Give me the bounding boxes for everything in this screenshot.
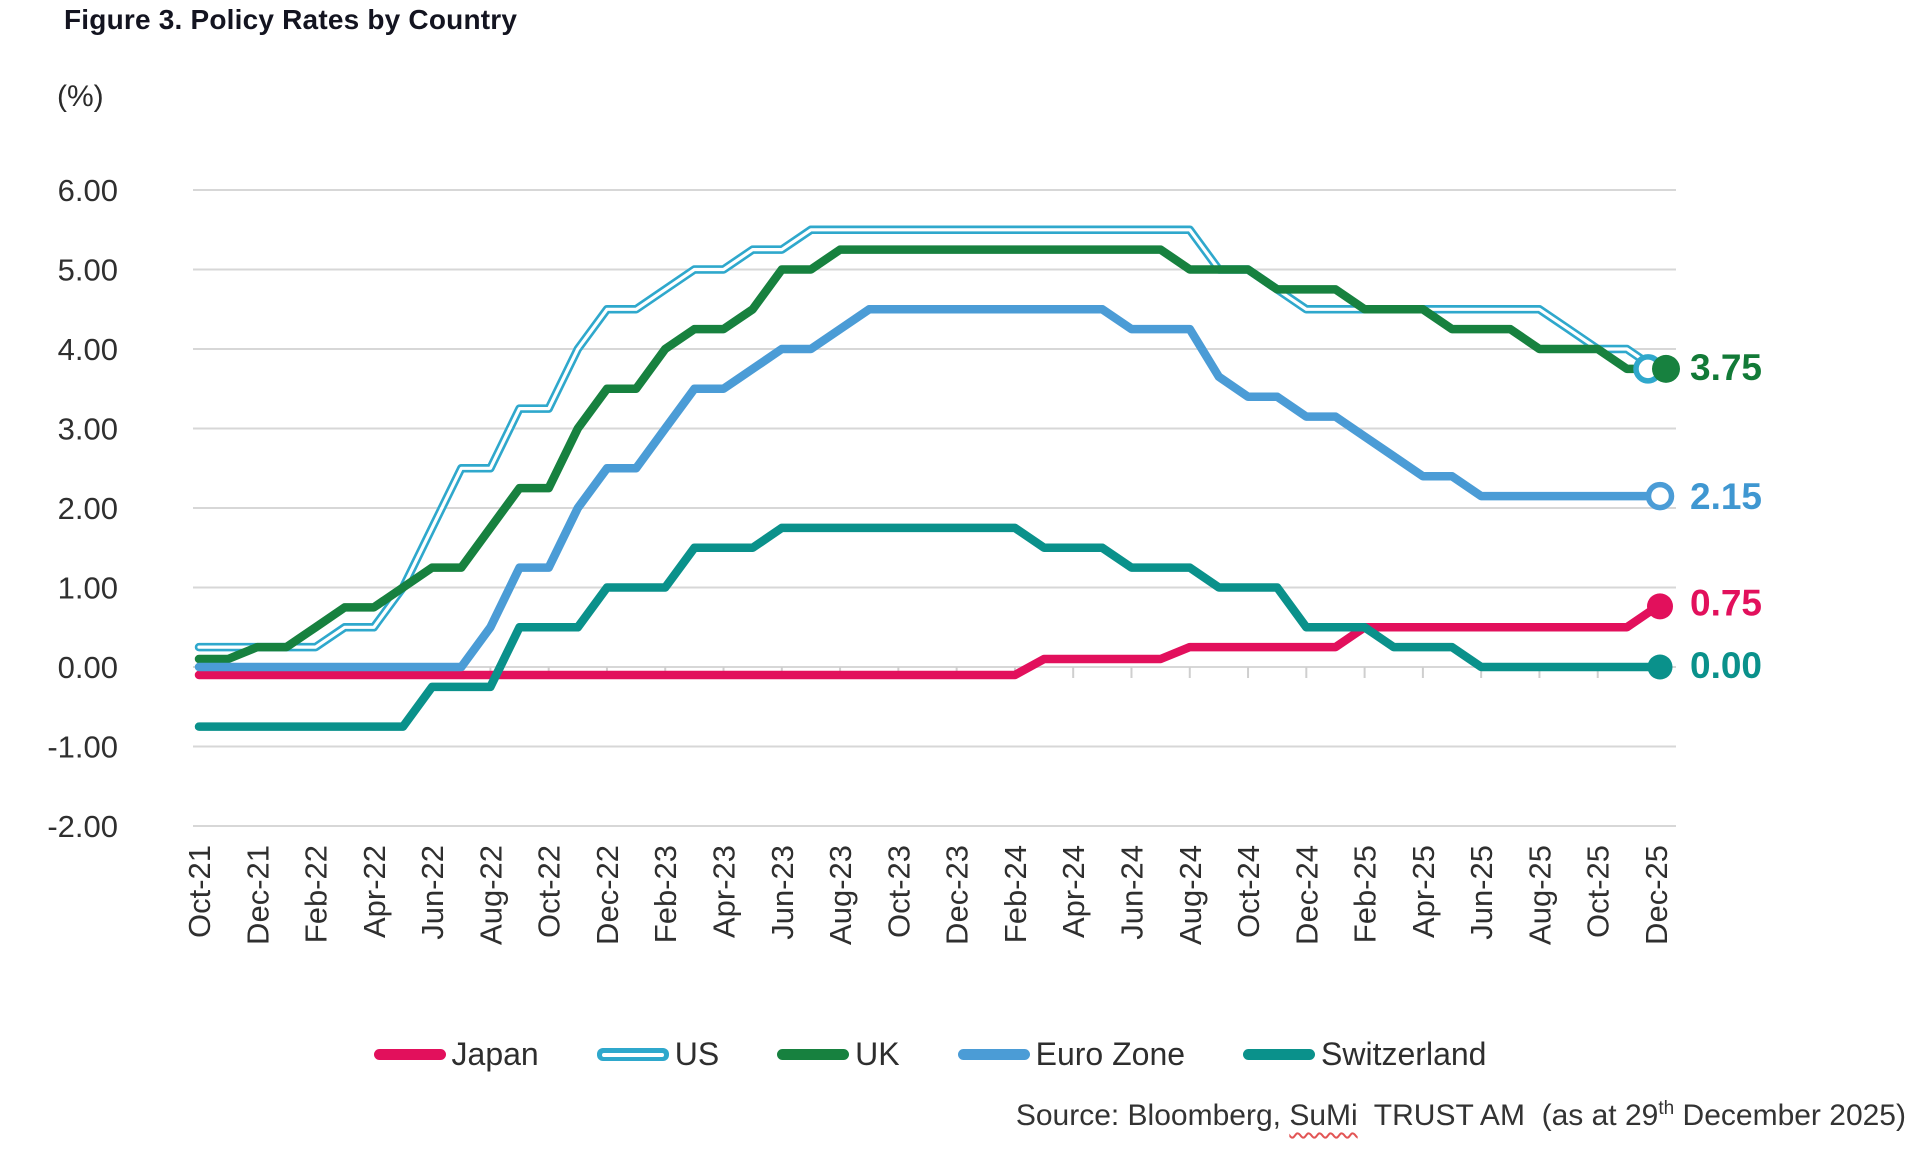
source-mid: TRUST AM (as at 29 xyxy=(1357,1099,1659,1132)
x-tick-label: Jun-22 xyxy=(415,845,450,940)
source-prefix: Source: Bloomberg, xyxy=(1015,1099,1290,1132)
source-superscript: th xyxy=(1658,1098,1675,1119)
legend-label-switzerland: Switzerland xyxy=(1321,1036,1487,1072)
x-tick-label: Aug-22 xyxy=(473,845,508,945)
y-tick-label: -1.00 xyxy=(47,730,118,765)
end-marker-japan xyxy=(1647,593,1673,620)
end-marker-uk xyxy=(1652,354,1680,383)
legend-swatch-japan xyxy=(373,1049,446,1060)
x-tick-label: Feb-22 xyxy=(299,845,334,943)
y-tick-label: 0.00 xyxy=(58,650,118,685)
x-tick-label: Feb-23 xyxy=(648,845,683,943)
y-axis-unit-label: (%) xyxy=(57,80,104,113)
x-tick-label: Dec-22 xyxy=(590,845,625,945)
legend-label-japan: Japan xyxy=(451,1036,539,1072)
series-line-us xyxy=(194,225,1661,652)
legend-item-euro-zone: Euro Zone xyxy=(957,1036,1186,1073)
legend-swatch-core xyxy=(601,1052,664,1057)
series-line-core-us xyxy=(197,228,1658,649)
series-line-switzerland xyxy=(194,523,1661,731)
x-tick-label: Dec-24 xyxy=(1289,845,1324,945)
x-tick-label: Aug-23 xyxy=(823,845,858,945)
source-note: Source: Bloomberg, SuMi TRUST AM (as at … xyxy=(1016,1098,1906,1133)
legend-swatch-uk xyxy=(777,1049,850,1060)
legend-item-uk: UK xyxy=(777,1036,900,1073)
end-marker-switzerland xyxy=(1647,654,1673,680)
x-tick-label: Dec-25 xyxy=(1639,845,1674,945)
x-tick-label: Apr-23 xyxy=(707,845,742,938)
x-tick-label: Apr-25 xyxy=(1406,845,1441,938)
x-tick-label: Jun-24 xyxy=(1114,845,1149,940)
figure-title: Figure 3. Policy Rates by Country xyxy=(64,4,518,35)
y-tick-label: 5.00 xyxy=(58,253,118,288)
y-tick-label: 6.00 xyxy=(58,173,118,208)
legend-swatch-us xyxy=(596,1048,669,1061)
x-tick-label: Oct-24 xyxy=(1231,845,1266,938)
source-suffix: December 2025) xyxy=(1674,1099,1906,1132)
y-tick-label: -2.00 xyxy=(47,809,118,844)
series-line-japan xyxy=(194,603,1661,680)
series-line-uk xyxy=(194,245,1661,664)
legend-item-us: US xyxy=(596,1036,720,1073)
x-tick-label: Aug-24 xyxy=(1173,845,1208,945)
end-value-label-switzerland: 0.00 xyxy=(1690,645,1762,686)
legend-label-us: US xyxy=(674,1036,720,1072)
y-tick-label: 4.00 xyxy=(58,332,118,367)
end-value-label-euro-zone: 2.15 xyxy=(1690,476,1762,517)
x-tick-label: Jun-23 xyxy=(765,845,800,940)
x-tick-label: Oct-25 xyxy=(1581,845,1616,938)
x-tick-label: Apr-24 xyxy=(1056,845,1091,938)
x-tick-label: Jun-25 xyxy=(1464,845,1499,940)
source-sumi: SuMi xyxy=(1289,1099,1358,1132)
x-tick-label: Apr-22 xyxy=(357,845,392,938)
chart-legend: Japan US UK Euro Zone Switzerland xyxy=(0,1036,1860,1073)
y-tick-label: 1.00 xyxy=(58,571,118,606)
x-tick-label: Oct-21 xyxy=(182,845,217,938)
x-tick-label: Oct-22 xyxy=(532,845,567,938)
legend-label-uk: UK xyxy=(855,1036,900,1072)
x-tick-label: Feb-24 xyxy=(998,845,1033,943)
legend-label-euro-zone: Euro Zone xyxy=(1035,1036,1186,1072)
legend-swatch-euro-zone xyxy=(957,1049,1030,1060)
x-tick-label: Aug-25 xyxy=(1522,845,1557,945)
x-tick-label: Dec-21 xyxy=(240,845,275,945)
end-value-label-uk: 3.75 xyxy=(1690,347,1762,388)
y-tick-label: 3.00 xyxy=(58,412,118,447)
legend-item-switzerland: Switzerland xyxy=(1243,1036,1486,1073)
end-marker-euro-zone xyxy=(1645,481,1675,511)
series-line-euro-zone xyxy=(194,305,1661,672)
x-tick-label: Feb-25 xyxy=(1348,845,1383,943)
x-tick-label: Dec-23 xyxy=(940,845,975,945)
x-tick-label: Oct-23 xyxy=(881,845,916,938)
y-tick-label: 2.00 xyxy=(58,491,118,526)
end-value-label-japan: 0.75 xyxy=(1690,582,1762,623)
legend-item-japan: Japan xyxy=(373,1036,539,1073)
legend-swatch-switzerland xyxy=(1243,1049,1316,1060)
